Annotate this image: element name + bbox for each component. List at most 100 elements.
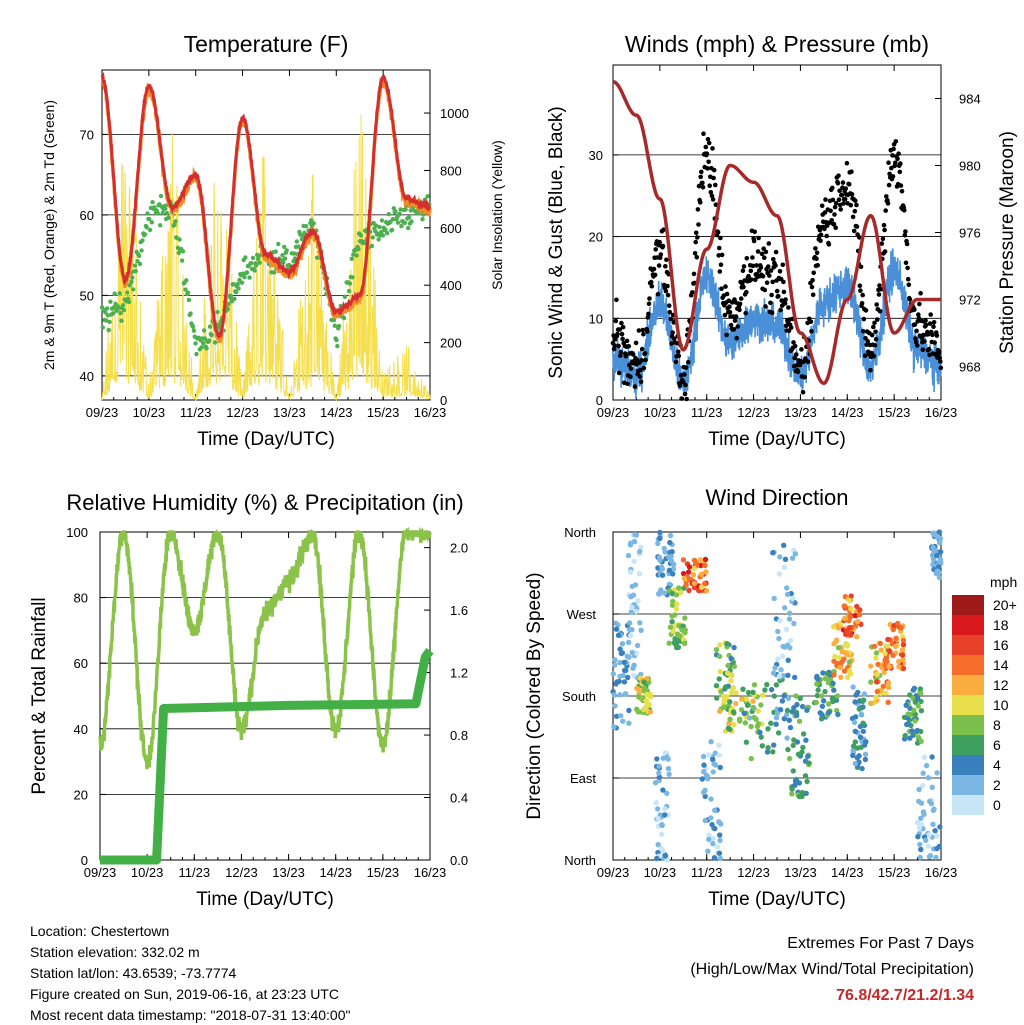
direction-point [613, 681, 619, 687]
gust-point [891, 146, 896, 152]
direction-point [772, 665, 778, 671]
direction-point [680, 557, 687, 563]
direction-point [790, 768, 796, 774]
direction-point [787, 610, 793, 616]
dewpoint-point [215, 309, 220, 315]
x-axis-label: Time (Day/UTC) [196, 889, 334, 910]
dewpoint-point [240, 271, 246, 276]
temperature-ylabel-right: Solar Insolation (Yellow) [489, 140, 505, 290]
gust-point [761, 246, 766, 251]
gust-point [611, 346, 617, 352]
gust-point [859, 301, 865, 306]
gust-point [893, 160, 898, 166]
gust-point [839, 192, 845, 198]
direction-point [654, 855, 660, 862]
gust-point [719, 286, 724, 292]
direction-point [664, 790, 670, 796]
y2-tick-label: 800 [440, 163, 462, 178]
gust-point [763, 249, 769, 255]
dewpoint-point [129, 279, 134, 284]
gust-point [809, 284, 815, 290]
direction-point [859, 698, 866, 704]
direction-point [631, 672, 637, 679]
y-tick-label: 60 [74, 656, 88, 671]
y-tick-label: 80 [74, 591, 88, 606]
direction-point [787, 637, 794, 644]
gust-point [763, 304, 768, 309]
direction-point [635, 686, 642, 692]
direction-point [755, 708, 761, 714]
direction-point [626, 654, 632, 660]
dewpoint-point [177, 237, 182, 242]
direction-point [930, 530, 936, 536]
direction-point [854, 603, 860, 610]
gust-point [724, 332, 729, 338]
gust-point [882, 249, 888, 254]
direction-point [681, 575, 687, 581]
dewpoint-point [172, 222, 177, 227]
direction-point [800, 744, 806, 751]
gust-point [814, 256, 819, 262]
direction-point [911, 707, 917, 714]
direction-point [776, 635, 782, 642]
gust-point [883, 208, 888, 213]
dewpoint-point [273, 249, 278, 254]
gust-point [665, 283, 670, 289]
y2-tick-label: 1000 [440, 106, 469, 121]
y2-tick-label: 1.6 [450, 603, 468, 618]
direction-point [934, 833, 940, 839]
dewpoint-point [331, 317, 337, 323]
direction-point [799, 703, 806, 710]
gust-point [898, 161, 903, 166]
gust-point [824, 233, 829, 239]
direction-point [659, 821, 665, 828]
direction-point [710, 835, 716, 842]
gust-point [670, 330, 675, 335]
direction-point [878, 647, 884, 653]
gust-point [878, 287, 884, 292]
winds-chart: 09/23 10/23 11/23 12/23 13/23 14/23 15/23 16/23… [546, 31, 1018, 450]
direction-point [627, 632, 634, 639]
direction-point [698, 571, 704, 578]
direction-point [655, 540, 661, 547]
gust-point [751, 238, 757, 244]
direction-point [725, 662, 731, 669]
gust-point [810, 277, 815, 283]
direction-point [703, 588, 710, 594]
y2-tick-label: 0.0 [450, 853, 468, 868]
gust-point [718, 235, 723, 241]
direction-point [846, 597, 852, 603]
gust-point [703, 144, 709, 150]
dewpoint-point [282, 256, 288, 261]
gust-point [710, 197, 716, 202]
dewpoint-point [395, 220, 401, 225]
direction-point [789, 786, 795, 792]
dewpoint-point [116, 305, 122, 310]
gust-point [724, 291, 730, 297]
direction-point [884, 643, 891, 649]
dewpoint-point [425, 194, 430, 199]
direction-point [617, 659, 623, 666]
direction-point [848, 632, 854, 638]
direction-point [655, 841, 661, 848]
direction-point [868, 679, 874, 685]
direction-point [818, 693, 825, 699]
dewpoint-point [100, 325, 106, 330]
direction-point [746, 715, 753, 721]
direction-point [706, 832, 712, 838]
colorbar-swatch [952, 715, 984, 735]
dewpoint-point [254, 263, 259, 268]
gust-point [691, 271, 697, 277]
direction-point [666, 554, 672, 560]
direction-point [784, 642, 791, 648]
y2-tick-label: 2.0 [450, 541, 468, 556]
gust-point [937, 355, 942, 361]
gust-point [791, 340, 796, 345]
direction-point [748, 755, 754, 762]
direction-point [818, 716, 825, 722]
colorbar-title: mph [990, 574, 1017, 590]
speed-colorbar: mph 20+ 18 16 14 12 10 8 6 4 2 0 [952, 574, 1017, 815]
y-tick-label: North [564, 525, 596, 540]
direction-point [892, 643, 899, 650]
y2-tick-label: 1.2 [450, 666, 468, 681]
